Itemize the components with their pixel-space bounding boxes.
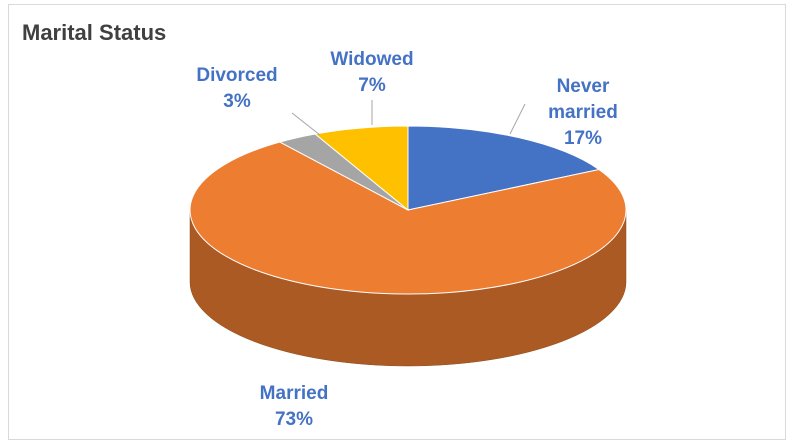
value-label: 73% bbox=[274, 409, 314, 430]
category-label: Married bbox=[259, 383, 329, 404]
pie-slice bbox=[314, 125, 409, 212]
value-label: 17% bbox=[563, 128, 603, 149]
chart-title: Marital Status bbox=[22, 20, 167, 45]
data-label: Divorced 3% bbox=[196, 63, 277, 115]
chart-frame bbox=[8, 4, 786, 440]
pie-slice bbox=[189, 141, 627, 295]
data-label: Widowed 7% bbox=[330, 47, 413, 99]
category-label: Divorced bbox=[196, 65, 278, 86]
leader-line bbox=[291, 112, 321, 136]
data-label: Never married 17% bbox=[538, 74, 628, 152]
value-label: 7% bbox=[358, 75, 386, 96]
pie-slice bbox=[407, 125, 601, 211]
leader-line bbox=[509, 103, 526, 135]
data-label: Married 73% bbox=[260, 381, 329, 433]
category-label: Never married bbox=[548, 76, 618, 123]
value-label: 3% bbox=[223, 91, 251, 112]
category-label: Widowed bbox=[330, 49, 414, 70]
